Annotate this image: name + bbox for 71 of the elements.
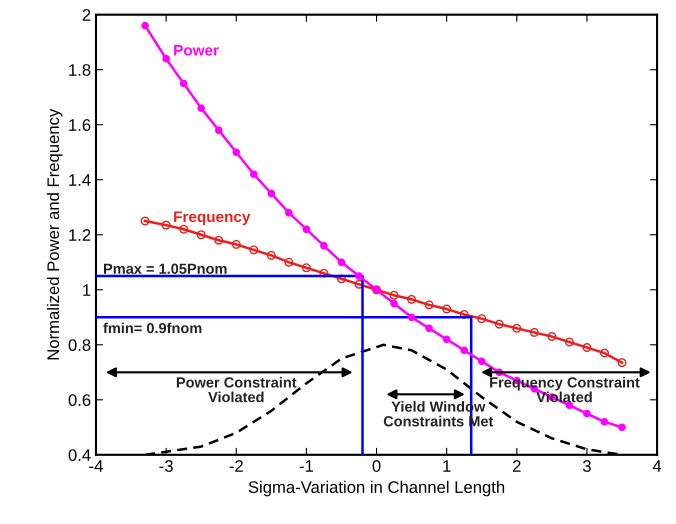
x-axis-title: Sigma-Variation in Channel Length (248, 480, 504, 496)
point (564, 338, 574, 347)
point (424, 300, 434, 310)
point (407, 294, 416, 304)
y-tick-label: 0.8 (68, 339, 90, 351)
x-tick-label: 4 (652, 460, 662, 472)
point (162, 54, 170, 63)
y-tick-label: 1 (83, 284, 90, 296)
point (180, 80, 188, 88)
point (268, 190, 276, 198)
point (214, 236, 224, 245)
point (442, 335, 450, 344)
point (266, 250, 276, 260)
point (512, 324, 522, 333)
point (302, 263, 311, 272)
point (284, 258, 294, 267)
x-tick-label: 3 (582, 460, 591, 472)
point (494, 320, 504, 329)
point (196, 230, 206, 240)
y-tick-label: 1.8 (69, 64, 90, 76)
y-tick-label: 0.4 (68, 449, 91, 462)
point (390, 290, 399, 300)
point (583, 410, 591, 418)
point (285, 208, 293, 217)
point (338, 258, 346, 266)
point (600, 348, 609, 358)
point (214, 126, 223, 134)
point (162, 220, 171, 230)
annotation: Pmax = 1.05Pnom (104, 264, 227, 274)
y-tick-label: 1.4 (69, 174, 91, 186)
point (547, 332, 556, 342)
point (460, 310, 469, 320)
x-tick-label: 0 (372, 460, 381, 472)
point (442, 304, 452, 314)
point (477, 314, 486, 324)
point (582, 343, 592, 352)
point (140, 216, 150, 226)
y-tick-label: 1.6 (69, 119, 90, 131)
point (530, 328, 539, 337)
point (197, 104, 206, 112)
point (390, 300, 398, 308)
point (250, 170, 258, 178)
x-tick-label: -1 (300, 460, 313, 472)
point (320, 242, 328, 250)
point (336, 274, 346, 284)
x-tick-label: -4 (89, 460, 103, 472)
point (618, 424, 626, 432)
point (302, 225, 310, 234)
series-label: Frequency (174, 211, 250, 226)
annotation: Power Constraint Violated (176, 376, 296, 402)
point (355, 272, 363, 280)
y-tick-label: 2 (82, 9, 90, 21)
point (425, 324, 433, 332)
point (478, 357, 486, 366)
point (600, 418, 608, 426)
x-tick-label: 2 (513, 460, 521, 472)
x-tick-label: 1 (443, 460, 450, 472)
y-axis-title: Normalized Power and Frequency (46, 108, 62, 360)
point (232, 240, 241, 249)
point (249, 245, 258, 254)
y-tick-label: 0.6 (68, 394, 90, 406)
point (460, 346, 468, 354)
point (232, 148, 240, 156)
point (617, 358, 627, 368)
x-tick-label: -3 (159, 460, 173, 472)
point (141, 22, 149, 30)
point (408, 313, 416, 322)
x-tick-label: -2 (230, 460, 243, 472)
y-tick-label: 1.2 (69, 229, 90, 241)
series-label: Power (174, 45, 219, 56)
annotation: fmin= 0.9fnom (103, 322, 202, 334)
